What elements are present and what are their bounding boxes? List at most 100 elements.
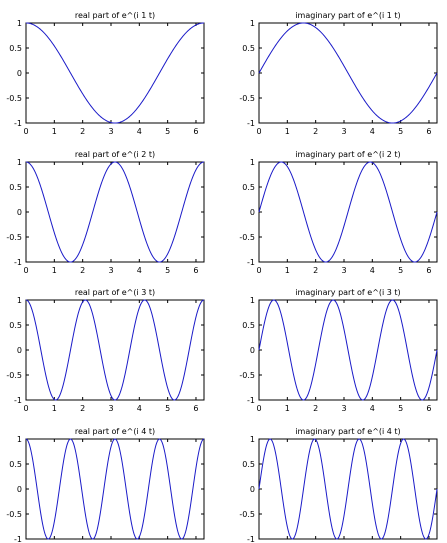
chart-imag-n3-xtick-label: 2 <box>313 404 318 413</box>
chart-real-n4-axes-box <box>25 438 205 540</box>
chart-real-n3-axes-box <box>25 299 205 401</box>
chart-imag-n1-ytick-label: 0.5 <box>242 44 255 53</box>
chart-real-n1-xtick-label: 5 <box>165 127 170 136</box>
chart-real-n2-ytick-label: 1 <box>17 158 22 167</box>
chart-imag-n1-xtick-label: 5 <box>398 127 403 136</box>
chart-real-n3-ytick-label: -0.5 <box>6 371 22 380</box>
chart-real-n4-series-line <box>25 438 205 540</box>
chart-imag-n2-xtick-label: 0 <box>256 266 261 275</box>
chart-real-n2-xtick-label: 1 <box>52 266 57 275</box>
chart-imag-n1-xtick-label: 0 <box>256 127 261 136</box>
chart-real-n1-xtick-label: 6 <box>193 127 198 136</box>
chart-imag-n4-ytick-label: 0 <box>250 485 255 494</box>
chart-real-n4-ytick-label: 1 <box>17 435 22 444</box>
chart-imag-n2-ytick-label: -0.5 <box>239 233 255 242</box>
chart-real-n1-ytick-label: 0 <box>17 69 22 78</box>
chart-real-n2-xtick-label: 5 <box>165 266 170 275</box>
chart-imag-n3-series-line <box>258 299 438 401</box>
chart-real-n1-ytick-label: 1 <box>17 19 22 28</box>
chart-real-n1-xtick-label: 0 <box>23 127 28 136</box>
chart-imag-n3-title: imaginary part of e^(i 3 t) <box>295 288 400 297</box>
chart-real-n2-xtick-label: 2 <box>80 266 85 275</box>
chart-imag-n1-series-line <box>258 22 438 124</box>
chart-real-n3-xtick-label: 3 <box>108 404 113 413</box>
chart-real-n3-xtick-label: 5 <box>165 404 170 413</box>
chart-real-n4-ytick-label: 0.5 <box>9 460 22 469</box>
chart-imag-n2-ytick-label: 0.5 <box>242 183 255 192</box>
chart-real-n3-xtick-label: 0 <box>23 404 28 413</box>
chart-imag-n4-ytick-label: 0.5 <box>242 460 255 469</box>
chart-imag-n3: imaginary part of e^(i 3 t) -1 -0.5 0 0.5 1 0 1… <box>239 288 438 413</box>
chart-imag-n1-ytick-label: 1 <box>250 19 255 28</box>
chart-imag-n2-ytick-label: 1 <box>250 158 255 167</box>
chart-real-n1-xtick-label: 4 <box>137 127 142 136</box>
chart-real-n3: real part of e^(i 3 t) -1 -0.5 0 0.5 1 0 1 2 3 4 5 6 <box>6 288 205 413</box>
chart-imag-n1-xtick-label: 3 <box>341 127 346 136</box>
chart-imag-n2-xtick-label: 1 <box>285 266 290 275</box>
chart-real-n4-title: real part of e^(i 4 t) <box>75 427 155 436</box>
chart-real-n1-ytick-label: -0.5 <box>6 94 22 103</box>
chart-imag-n1: imaginary part of e^(i 1 t) -1 -0.5 0 0.5 1 0 1… <box>239 11 438 136</box>
chart-real-n4-ytick-label: -1 <box>14 535 22 543</box>
chart-imag-n3-xtick-label: 3 <box>341 404 346 413</box>
chart-real-n3-xtick-label: 1 <box>52 404 57 413</box>
chart-imag-n3-xtick-label: 5 <box>398 404 403 413</box>
chart-real-n2-xtick-label: 6 <box>193 266 198 275</box>
chart-imag-n3-ytick-label: 0 <box>250 346 255 355</box>
chart-real-n3-xtick-label: 4 <box>137 404 142 413</box>
chart-imag-n1-xtick-label: 2 <box>313 127 318 136</box>
chart-real-n4-ytick-label: 0 <box>17 485 22 494</box>
chart-real-n3-ytick-label: -1 <box>14 396 22 405</box>
chart-real-n2-ytick-label: -1 <box>14 258 22 267</box>
chart-imag-n1-xtick-label: 1 <box>285 127 290 136</box>
chart-imag-n3-ytick-label: 1 <box>250 296 255 305</box>
chart-real-n2-ytick-label: -0.5 <box>6 233 22 242</box>
chart-real-n2-xtick-label: 3 <box>108 266 113 275</box>
chart-real-n2-ytick-label: 0.5 <box>9 183 22 192</box>
chart-real-n2: real part of e^(i 2 t) -1 -0.5 0 0.5 1 0 1 2 3 4 5 6 <box>6 150 205 275</box>
chart-imag-n1-ytick-label: 0 <box>250 69 255 78</box>
chart-imag-n2: imaginary part of e^(i 2 t) -1 -0.5 0 0.5 1 0 1… <box>239 150 438 275</box>
chart-imag-n3-ytick-label: -1 <box>247 396 255 405</box>
chart-real-n1-axes-box <box>25 22 205 124</box>
chart-imag-n1-ytick-label: -0.5 <box>239 94 255 103</box>
chart-imag-n2-xtick-label: 3 <box>341 266 346 275</box>
chart-real-n4: real part of e^(i 4 t) -1 -0.5 0 0.5 1 <box>6 427 205 543</box>
chart-real-n3-series-line <box>25 299 205 401</box>
chart-real-n1-xtick-label: 1 <box>52 127 57 136</box>
chart-imag-n2-xtick-label: 6 <box>426 266 431 275</box>
chart-real-n3-ytick-label: 1 <box>17 296 22 305</box>
chart-imag-n4: imaginary part of e^(i 4 t) -1 -0.5 0 0.5 1 <box>239 427 438 543</box>
chart-real-n1-xtick-label: 2 <box>80 127 85 136</box>
chart-imag-n3-xtick-label: 4 <box>370 404 375 413</box>
chart-imag-n4-series-line <box>258 438 438 540</box>
chart-imag-n4-ytick-label: -0.5 <box>239 510 255 519</box>
chart-imag-n1-xtick-label: 4 <box>370 127 375 136</box>
chart-imag-n4-ytick-label: -1 <box>247 535 255 543</box>
chart-imag-n2-xtick-label: 5 <box>398 266 403 275</box>
chart-imag-n2-xtick-label: 4 <box>370 266 375 275</box>
chart-real-n4-ytick-label: -0.5 <box>6 510 22 519</box>
chart-real-n1-ytick-label: 0.5 <box>9 44 22 53</box>
chart-imag-n1-ytick-label: -1 <box>247 119 255 128</box>
chart-real-n2-xtick-label: 4 <box>137 266 142 275</box>
chart-real-n1-series-line <box>25 22 205 124</box>
chart-imag-n2-xtick-label: 2 <box>313 266 318 275</box>
chart-real-n3-xtick-label: 2 <box>80 404 85 413</box>
chart-imag-n2-series-line <box>258 161 438 263</box>
chart-real-n1-xtick-label: 3 <box>108 127 113 136</box>
chart-imag-n3-xtick-label: 6 <box>426 404 431 413</box>
chart-real-n2-title: real part of e^(i 2 t) <box>75 150 155 159</box>
chart-real-n1-ytick-label: -1 <box>14 119 22 128</box>
chart-real-n1-title: real part of e^(i 1 t) <box>75 11 155 20</box>
chart-real-n2-xtick-label: 0 <box>23 266 28 275</box>
chart-imag-n2-ytick-label: 0 <box>250 208 255 217</box>
chart-imag-n1-xtick-label: 6 <box>426 127 431 136</box>
chart-imag-n3-xtick-label: 1 <box>285 404 290 413</box>
chart-real-n2-series-line <box>25 161 205 263</box>
chart-real-n3-ytick-label: 0.5 <box>9 321 22 330</box>
chart-imag-n3-ytick-label: 0.5 <box>242 321 255 330</box>
chart-real-n3-xtick-label: 6 <box>193 404 198 413</box>
chart-imag-n3-ytick-label: -0.5 <box>239 371 255 380</box>
